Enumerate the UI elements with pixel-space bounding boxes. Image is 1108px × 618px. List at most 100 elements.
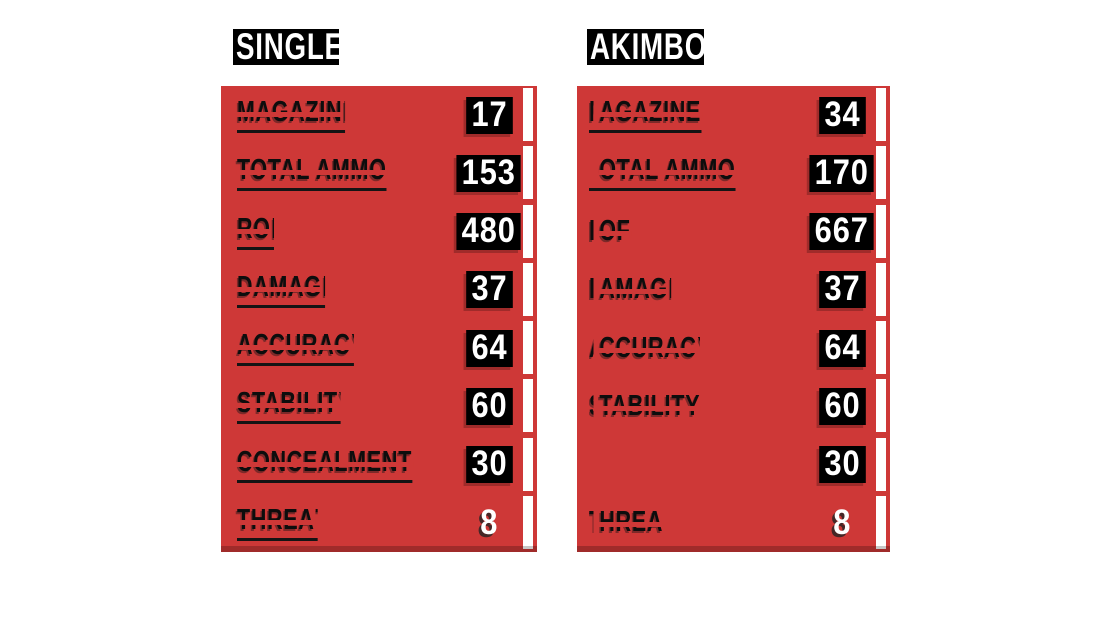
clipped-leading-letter: S	[589, 391, 593, 422]
clipped-leading-letter	[589, 449, 593, 480]
stat-value: 153	[456, 154, 522, 192]
stat-row: ROF 667	[577, 203, 890, 261]
stat-row: STABILITY 60	[221, 377, 537, 435]
clipped-trailing-letter: Y	[339, 388, 341, 419]
stat-value: 64	[818, 329, 866, 367]
stat-label: MAGAZINE	[236, 96, 346, 134]
stat-label: STABILITY	[589, 389, 702, 422]
stat-label: ROF	[589, 215, 632, 248]
stat-value: 30	[818, 446, 866, 484]
stat-label-text: CONCEALMENT	[236, 445, 413, 478]
stat-value-column: 64	[457, 329, 521, 367]
panel-title-single-text: SINGLE	[236, 29, 339, 65]
stat-value: 37	[465, 271, 513, 309]
stat-label-text: STABILIT	[236, 387, 339, 420]
clipped-leading-letter	[589, 155, 593, 186]
stat-value-column: 60	[810, 387, 874, 425]
clipped-trailing-letter: T	[315, 505, 317, 536]
stat-label: DAMAGE	[236, 270, 325, 308]
stat-value: 170	[809, 154, 875, 192]
stat-row: STABILITY 60	[577, 377, 890, 435]
stat-row: 30	[577, 436, 890, 501]
panel-title-akimbo: AKIMBO	[587, 29, 704, 65]
stat-value-column: 170	[809, 154, 875, 192]
stat-label-text: HREA	[598, 506, 664, 539]
clipped-leading-letter: T	[589, 507, 593, 538]
stat-row: DAMAGE 37	[221, 261, 537, 319]
stat-value-column: 8	[810, 502, 874, 542]
stat-label-text: MAGAZIN	[236, 96, 344, 129]
stat-value-column: 8	[457, 502, 521, 542]
stat-value: 64	[465, 329, 513, 367]
stat-label: STABILITY	[236, 387, 341, 425]
stat-row: ROF 480	[221, 203, 537, 261]
stat-label: TOTAL AMMO	[236, 154, 388, 192]
stat-label: ROF	[236, 212, 274, 250]
stat-value: 60	[465, 387, 513, 425]
stat-value-column: 60	[457, 387, 521, 425]
stat-row: ACCURACY 64	[577, 319, 890, 377]
stat-value-column: 37	[810, 271, 874, 309]
clipped-leading-letter: M	[589, 97, 593, 128]
stat-row: MAGAZINE 34	[577, 86, 890, 144]
stat-value-column: 30	[457, 446, 521, 484]
stat-value: 17	[465, 96, 513, 134]
stat-label-text: TABILITY	[598, 389, 702, 422]
stat-label: ACCURACY	[236, 329, 354, 367]
stat-label: OTAL AMMO	[589, 154, 737, 192]
stat-label-text: AGAZINE	[598, 96, 702, 129]
panel-title-single: SINGLE	[233, 29, 339, 65]
clipped-leading-letter: A	[589, 333, 593, 364]
stat-label: THREAT	[236, 504, 318, 541]
stat-value: 480	[456, 213, 522, 251]
stat-value: 667	[809, 213, 875, 251]
stat-value-column: 153	[456, 154, 522, 192]
clipped-trailing-letter: Y	[698, 333, 700, 364]
stat-value-column: 64	[810, 329, 874, 367]
clipped-trailing-letter: E	[343, 97, 345, 128]
stat-value-column: 30	[810, 446, 874, 484]
clipped-leading-letter: R	[589, 216, 593, 247]
stat-row: DAMAGE 37	[577, 261, 890, 319]
stat-value-column: 34	[810, 96, 874, 134]
stat-label-text: AMAG	[598, 273, 669, 306]
stat-value: 30	[465, 446, 513, 484]
stat-label: THREA	[589, 506, 664, 539]
stat-row: THREAT 8	[221, 494, 537, 552]
stat-row: CONCEALMENT 30	[221, 436, 537, 494]
stat-value-column: 37	[457, 271, 521, 309]
stat-value-column: 17	[457, 96, 521, 134]
stats-panel-akimbo: MAGAZINE 34 OTAL AMMO 170 ROF 667 DAMAGE 37 ACCU…	[577, 86, 890, 552]
stat-row: ACCURACY 64	[221, 319, 537, 377]
stat-label: CONCEALMENT	[236, 445, 413, 483]
stat-value-column: 480	[456, 213, 522, 251]
clipped-trailing-letter: F	[271, 214, 273, 245]
stat-label-text: TOTAL AMMO	[236, 154, 388, 187]
stat-label-text: OTAL AMMO	[598, 154, 737, 187]
stat-label: DAMAGE	[589, 274, 671, 305]
clipped-trailing-letter: Y	[351, 330, 353, 361]
stat-row: TOTAL AMMO 153	[221, 144, 537, 202]
stat-value: 34	[818, 96, 866, 134]
stat-label	[589, 449, 601, 501]
stat-row: THREA 8	[577, 494, 890, 552]
stat-value: 8	[479, 502, 499, 542]
stat-value: 37	[818, 271, 866, 309]
stat-label-text: RO	[236, 212, 272, 245]
panel-title-akimbo-text: AKIMBO	[590, 29, 704, 65]
stat-label: MAGAZINE	[589, 96, 702, 134]
stat-value: 8	[832, 502, 852, 542]
stat-label: ACCURACY	[589, 331, 700, 364]
stat-label-text: DAMAG	[236, 270, 323, 303]
stat-value: 60	[818, 387, 866, 425]
clipped-leading-letter: D	[589, 274, 593, 305]
stat-row: OTAL AMMO 170	[577, 144, 890, 202]
stat-row: MAGAZINE 17	[221, 86, 537, 144]
stat-value-column: 667	[809, 213, 875, 251]
stat-label-text: OF	[598, 215, 632, 248]
clipped-trailing-letter: E	[323, 272, 325, 303]
stat-label-text: CCURAC	[598, 331, 698, 364]
clipped-trailing-letter: E	[669, 274, 671, 305]
stat-label-text: ACCURAC	[236, 329, 352, 362]
